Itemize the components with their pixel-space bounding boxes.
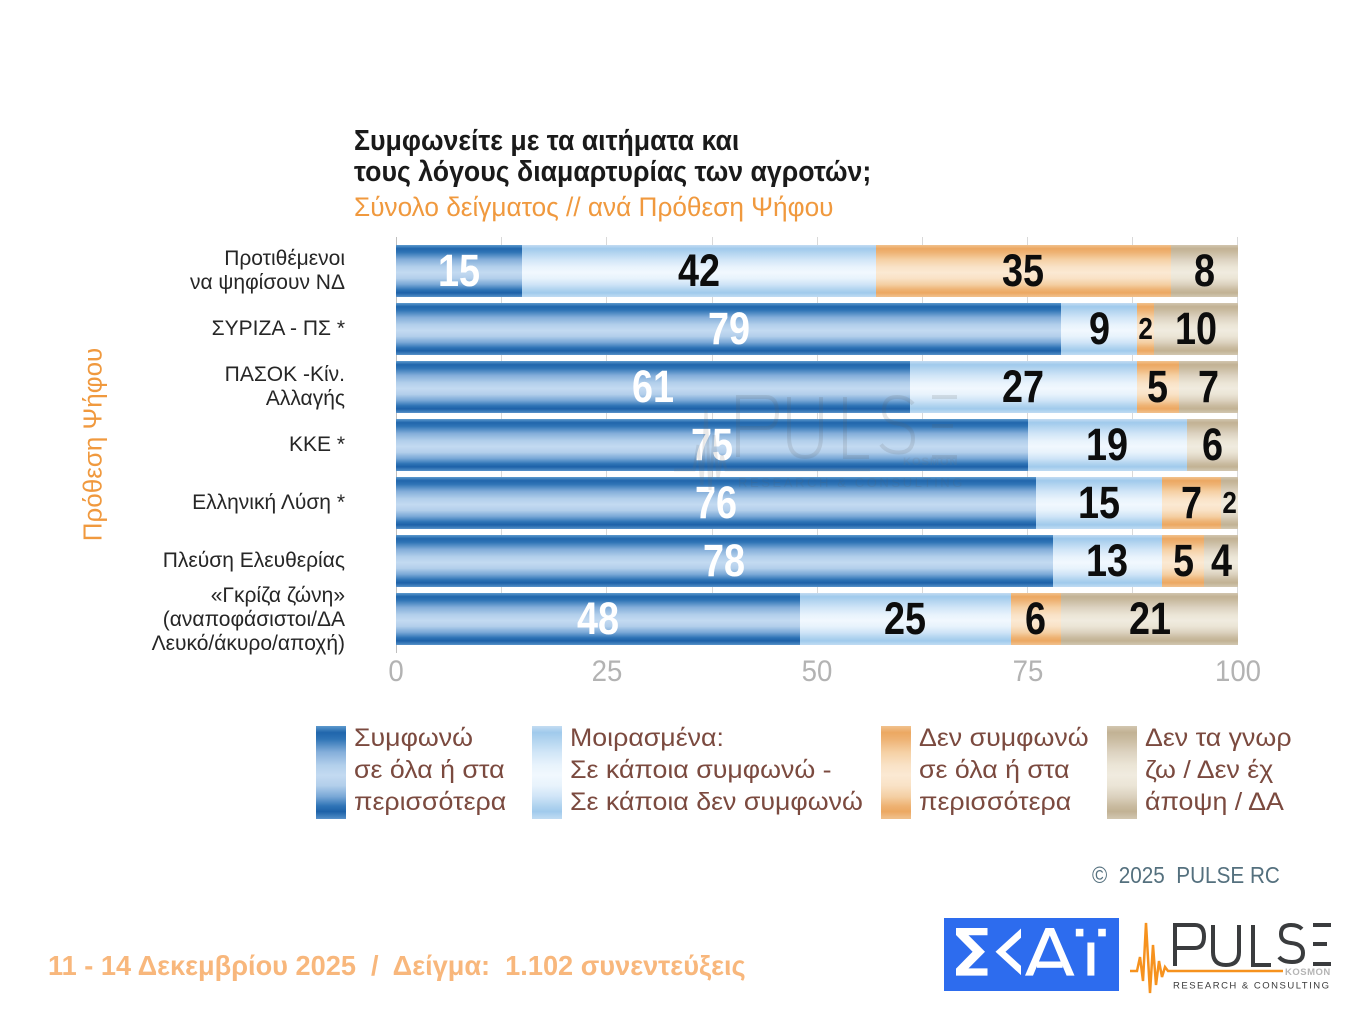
svg-text:KOSMON: KOSMON	[903, 456, 959, 468]
svg-text:RESEARCH & CONSULTING: RESEARCH & CONSULTING	[738, 475, 965, 490]
svg-text:KOSMON: KOSMON	[1285, 967, 1331, 978]
svg-text:RESEARCH & CONSULTING: RESEARCH & CONSULTING	[1173, 981, 1330, 992]
